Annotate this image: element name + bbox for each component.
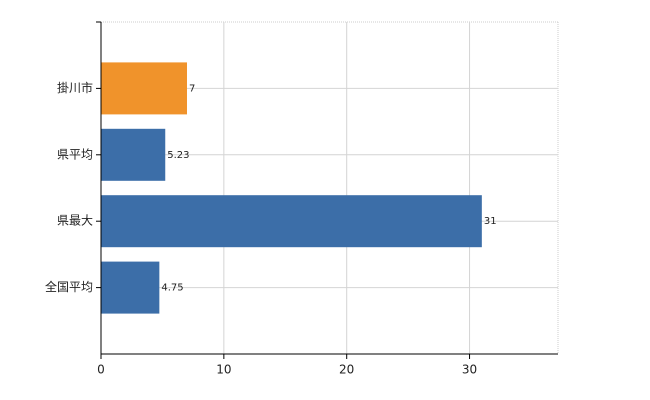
- value-label: 7: [189, 83, 195, 94]
- y-tick-label: 県平均: [57, 147, 93, 161]
- x-tick-label: 20: [339, 363, 354, 377]
- y-tick-label: 県最大: [57, 214, 93, 228]
- y-tick-label: 全国平均: [45, 279, 93, 294]
- bar: [101, 128, 166, 181]
- value-label: 5.23: [167, 150, 189, 161]
- bar: [101, 261, 160, 314]
- x-tick-label: 0: [97, 363, 105, 377]
- bar: [101, 195, 482, 248]
- value-label: 4.75: [161, 283, 183, 294]
- x-tick-label: 30: [462, 363, 477, 377]
- bar: [101, 62, 187, 115]
- value-label: 31: [484, 216, 497, 227]
- y-tick-label: 掛川市: [57, 80, 93, 95]
- x-tick-label: 10: [216, 363, 231, 377]
